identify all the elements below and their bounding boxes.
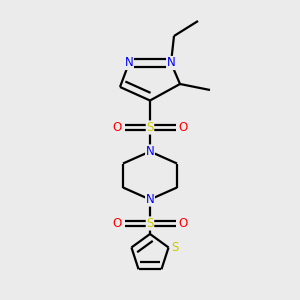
- Text: O: O: [112, 121, 122, 134]
- Text: S: S: [146, 217, 154, 230]
- Text: S: S: [146, 121, 154, 134]
- Text: N: N: [146, 193, 154, 206]
- Text: S: S: [171, 241, 178, 254]
- Text: N: N: [124, 56, 134, 70]
- Text: O: O: [178, 121, 188, 134]
- Text: N: N: [167, 56, 176, 70]
- Text: O: O: [178, 217, 188, 230]
- Text: O: O: [112, 217, 122, 230]
- Text: N: N: [146, 145, 154, 158]
